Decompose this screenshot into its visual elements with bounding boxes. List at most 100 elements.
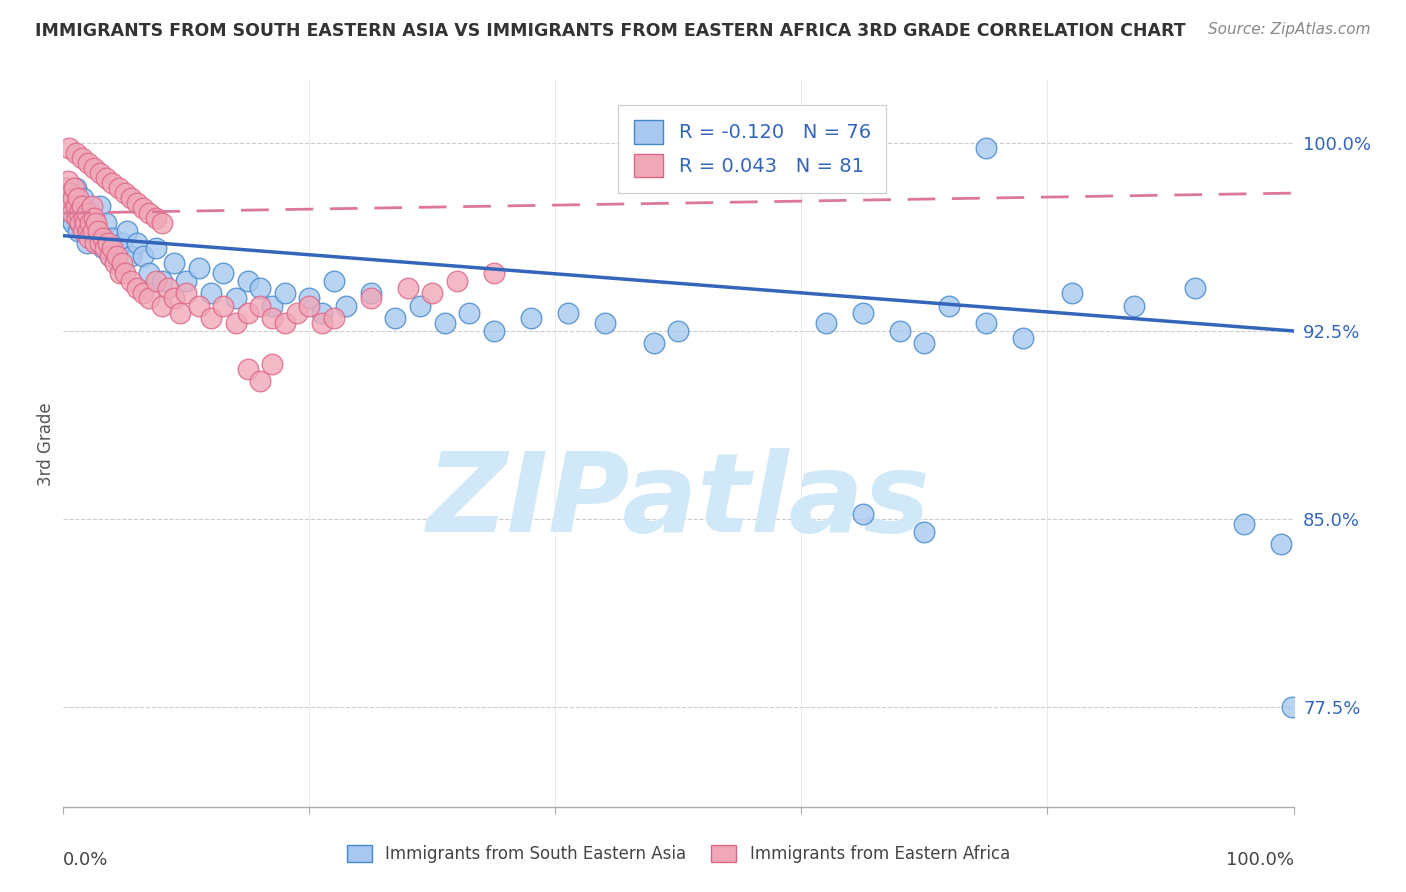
Point: [66, 211, 89, 226]
Point: [107, 181, 129, 195]
Point: [55, 181, 77, 195]
Point: [56, 199, 79, 213]
Text: 0.0%: 0.0%: [63, 851, 108, 869]
Point: [56, 186, 79, 200]
Point: [914, 336, 936, 351]
Point: [127, 196, 148, 211]
Point: [145, 211, 167, 226]
Point: [80, 199, 103, 213]
Point: [73, 224, 96, 238]
Point: [79, 206, 101, 220]
Point: [446, 274, 468, 288]
Point: [59, 191, 82, 205]
Point: [83, 211, 105, 226]
Point: [70, 151, 93, 165]
Point: [1062, 286, 1084, 301]
Point: [58, 141, 80, 155]
Point: [145, 241, 167, 255]
Point: [409, 299, 432, 313]
Point: [91, 241, 114, 255]
Point: [236, 306, 259, 320]
Point: [60, 206, 83, 220]
Point: [69, 216, 91, 230]
Point: [335, 299, 357, 313]
Point: [115, 224, 138, 238]
Point: [76, 156, 98, 170]
Point: [187, 299, 209, 313]
Point: [76, 236, 98, 251]
Point: [84, 236, 107, 251]
Point: [169, 306, 191, 320]
Point: [82, 224, 104, 238]
Point: [72, 191, 94, 205]
Point: [285, 306, 308, 320]
Point: [249, 281, 271, 295]
Point: [163, 291, 186, 305]
Point: [200, 286, 222, 301]
Point: [852, 507, 875, 521]
Point: [58, 211, 80, 226]
Point: [1012, 331, 1035, 345]
Point: [89, 199, 111, 213]
Point: [212, 266, 235, 280]
Point: [138, 206, 160, 220]
Point: [643, 336, 665, 351]
Point: [96, 236, 118, 251]
Point: [63, 199, 86, 213]
Point: [145, 274, 167, 288]
Point: [96, 171, 118, 186]
Point: [236, 274, 259, 288]
Point: [323, 274, 346, 288]
Point: [974, 317, 997, 331]
Point: [72, 224, 94, 238]
Point: [120, 249, 142, 263]
Point: [56, 191, 79, 205]
Point: [557, 306, 579, 320]
Point: [73, 211, 96, 226]
Point: [65, 199, 87, 213]
Point: [66, 211, 89, 226]
Point: [360, 286, 382, 301]
Point: [433, 317, 456, 331]
Point: [482, 324, 505, 338]
Point: [101, 176, 124, 190]
Point: [62, 216, 84, 230]
Point: [187, 261, 209, 276]
Point: [150, 299, 173, 313]
Point: [114, 186, 136, 200]
Point: [96, 216, 118, 230]
Point: [311, 317, 333, 331]
Point: [150, 274, 173, 288]
Point: [89, 236, 111, 251]
Point: [86, 216, 108, 230]
Y-axis label: 3rd Grade: 3rd Grade: [37, 402, 55, 485]
Point: [127, 236, 148, 251]
Point: [87, 236, 110, 251]
Point: [262, 299, 284, 313]
Text: IMMIGRANTS FROM SOUTH EASTERN ASIA VS IMMIGRANTS FROM EASTERN AFRICA 3RD GRADE C: IMMIGRANTS FROM SOUTH EASTERN ASIA VS IM…: [35, 22, 1185, 40]
Point: [132, 201, 155, 215]
Point: [1281, 700, 1303, 714]
Point: [422, 286, 444, 301]
Point: [79, 216, 101, 230]
Point: [225, 317, 247, 331]
Point: [323, 311, 346, 326]
Point: [311, 306, 333, 320]
Point: [150, 216, 173, 230]
Point: [396, 281, 419, 295]
Point: [77, 231, 100, 245]
Point: [1122, 299, 1144, 313]
Point: [83, 161, 105, 175]
Point: [1233, 516, 1256, 531]
Point: [104, 256, 127, 270]
Point: [200, 311, 222, 326]
Point: [138, 291, 160, 305]
Point: [458, 306, 481, 320]
Point: [163, 256, 186, 270]
Point: [63, 181, 86, 195]
Point: [852, 306, 875, 320]
Point: [974, 141, 997, 155]
Point: [249, 374, 271, 388]
Point: [889, 324, 911, 338]
Point: [75, 211, 97, 226]
